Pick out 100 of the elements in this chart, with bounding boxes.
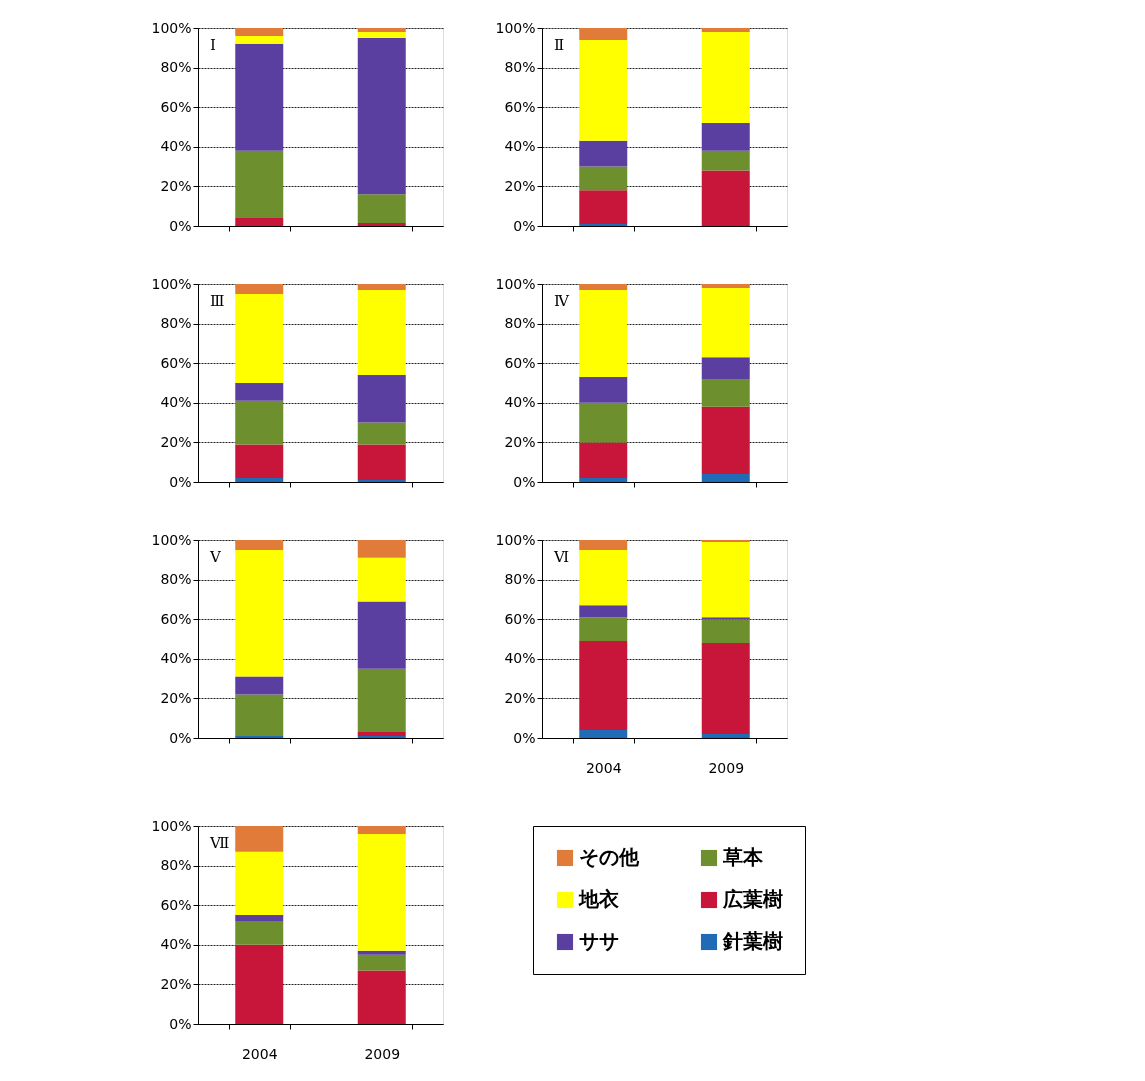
bar bbox=[357, 954, 406, 971]
x-tick-label: 2004 bbox=[585, 759, 622, 776]
annotation: Ⅵ bbox=[553, 548, 570, 566]
bar bbox=[579, 730, 628, 738]
bar bbox=[357, 601, 406, 669]
bar bbox=[579, 605, 628, 618]
bar bbox=[701, 284, 750, 288]
bar bbox=[357, 540, 406, 558]
bar bbox=[579, 402, 628, 443]
bar bbox=[357, 28, 406, 32]
y-tick-label: 100% bbox=[151, 531, 192, 548]
y-tick-label: 0% bbox=[169, 1015, 192, 1032]
x-tick-label: 2004 bbox=[241, 1045, 278, 1062]
bar bbox=[357, 375, 406, 423]
bar bbox=[235, 540, 284, 550]
bar bbox=[235, 444, 284, 479]
bar bbox=[357, 37, 406, 195]
bar bbox=[357, 422, 406, 445]
y-tick-label: 40% bbox=[160, 650, 192, 667]
y-tick-label: 20% bbox=[504, 689, 536, 706]
bar bbox=[235, 35, 284, 44]
bar bbox=[579, 140, 628, 167]
bar bbox=[357, 833, 406, 951]
bar bbox=[701, 170, 750, 226]
legend-label: 草本 bbox=[722, 845, 764, 869]
legend-label: ササ bbox=[579, 929, 619, 953]
y-tick-label: 0% bbox=[169, 217, 192, 234]
legend-label: 針葉樹 bbox=[722, 929, 783, 953]
bar bbox=[579, 284, 628, 290]
annotation: Ⅶ bbox=[209, 834, 230, 852]
y-tick-label: 100% bbox=[495, 531, 536, 548]
annotation: Ⅲ bbox=[210, 292, 225, 310]
y-tick-label: 80% bbox=[504, 315, 536, 332]
y-tick-label: 80% bbox=[160, 315, 192, 332]
bar bbox=[235, 478, 284, 482]
bar bbox=[579, 289, 628, 378]
bar bbox=[579, 540, 628, 550]
y-tick-label: 40% bbox=[160, 394, 192, 411]
bar bbox=[235, 826, 284, 852]
y-tick-label: 40% bbox=[160, 936, 192, 953]
y-tick-label: 80% bbox=[504, 59, 536, 76]
y-tick-label: 60% bbox=[160, 98, 192, 115]
bar bbox=[357, 557, 406, 602]
bar bbox=[579, 442, 628, 479]
bar bbox=[357, 826, 406, 834]
bar bbox=[235, 549, 284, 677]
bar bbox=[357, 289, 406, 376]
bar bbox=[235, 851, 284, 916]
bar bbox=[579, 549, 628, 606]
bar bbox=[357, 732, 406, 737]
y-tick-label: 0% bbox=[513, 217, 536, 234]
bar bbox=[701, 734, 750, 738]
y-tick-label: 100% bbox=[151, 275, 192, 292]
bar bbox=[235, 150, 284, 219]
bar bbox=[579, 190, 628, 225]
bar bbox=[701, 357, 750, 380]
bar bbox=[357, 668, 406, 733]
bar bbox=[235, 921, 284, 945]
y-tick-label: 40% bbox=[504, 138, 536, 155]
bar bbox=[579, 478, 628, 482]
bar bbox=[701, 150, 750, 171]
bar bbox=[357, 31, 406, 38]
bar bbox=[235, 676, 284, 695]
bar bbox=[701, 31, 750, 124]
x-tick-label: 2009 bbox=[708, 759, 745, 776]
bar bbox=[579, 28, 628, 40]
y-tick-label: 20% bbox=[160, 433, 192, 450]
bar bbox=[235, 293, 284, 383]
y-tick-label: 100% bbox=[151, 817, 192, 834]
bar bbox=[235, 218, 284, 226]
y-tick-label: 60% bbox=[504, 98, 536, 115]
y-tick-label: 0% bbox=[513, 729, 536, 746]
annotation: Ⅴ bbox=[209, 548, 222, 566]
bar bbox=[357, 223, 406, 226]
bar bbox=[701, 541, 750, 618]
bar bbox=[701, 379, 750, 407]
bar bbox=[235, 400, 284, 445]
bar bbox=[235, 915, 284, 922]
bar bbox=[235, 694, 284, 737]
annotation: Ⅱ bbox=[554, 36, 565, 54]
bar bbox=[235, 43, 284, 151]
legend-label: 地衣 bbox=[578, 887, 620, 911]
y-tick-label: 0% bbox=[169, 473, 192, 490]
bar bbox=[579, 166, 628, 191]
legend-label: 広葉樹 bbox=[722, 887, 783, 911]
bar bbox=[357, 444, 406, 481]
y-tick-label: 40% bbox=[160, 138, 192, 155]
bar bbox=[235, 284, 284, 294]
annotation: Ⅳ bbox=[554, 292, 570, 310]
annotation: Ⅰ bbox=[210, 36, 216, 54]
bar bbox=[701, 28, 750, 32]
bar bbox=[701, 287, 750, 358]
y-tick-label: 40% bbox=[504, 394, 536, 411]
y-tick-label: 40% bbox=[504, 650, 536, 667]
bar bbox=[235, 383, 284, 401]
y-tick-label: 20% bbox=[160, 975, 192, 992]
bar bbox=[579, 39, 628, 141]
bar bbox=[579, 640, 628, 731]
y-tick-label: 20% bbox=[504, 177, 536, 194]
y-tick-label: 100% bbox=[151, 19, 192, 36]
